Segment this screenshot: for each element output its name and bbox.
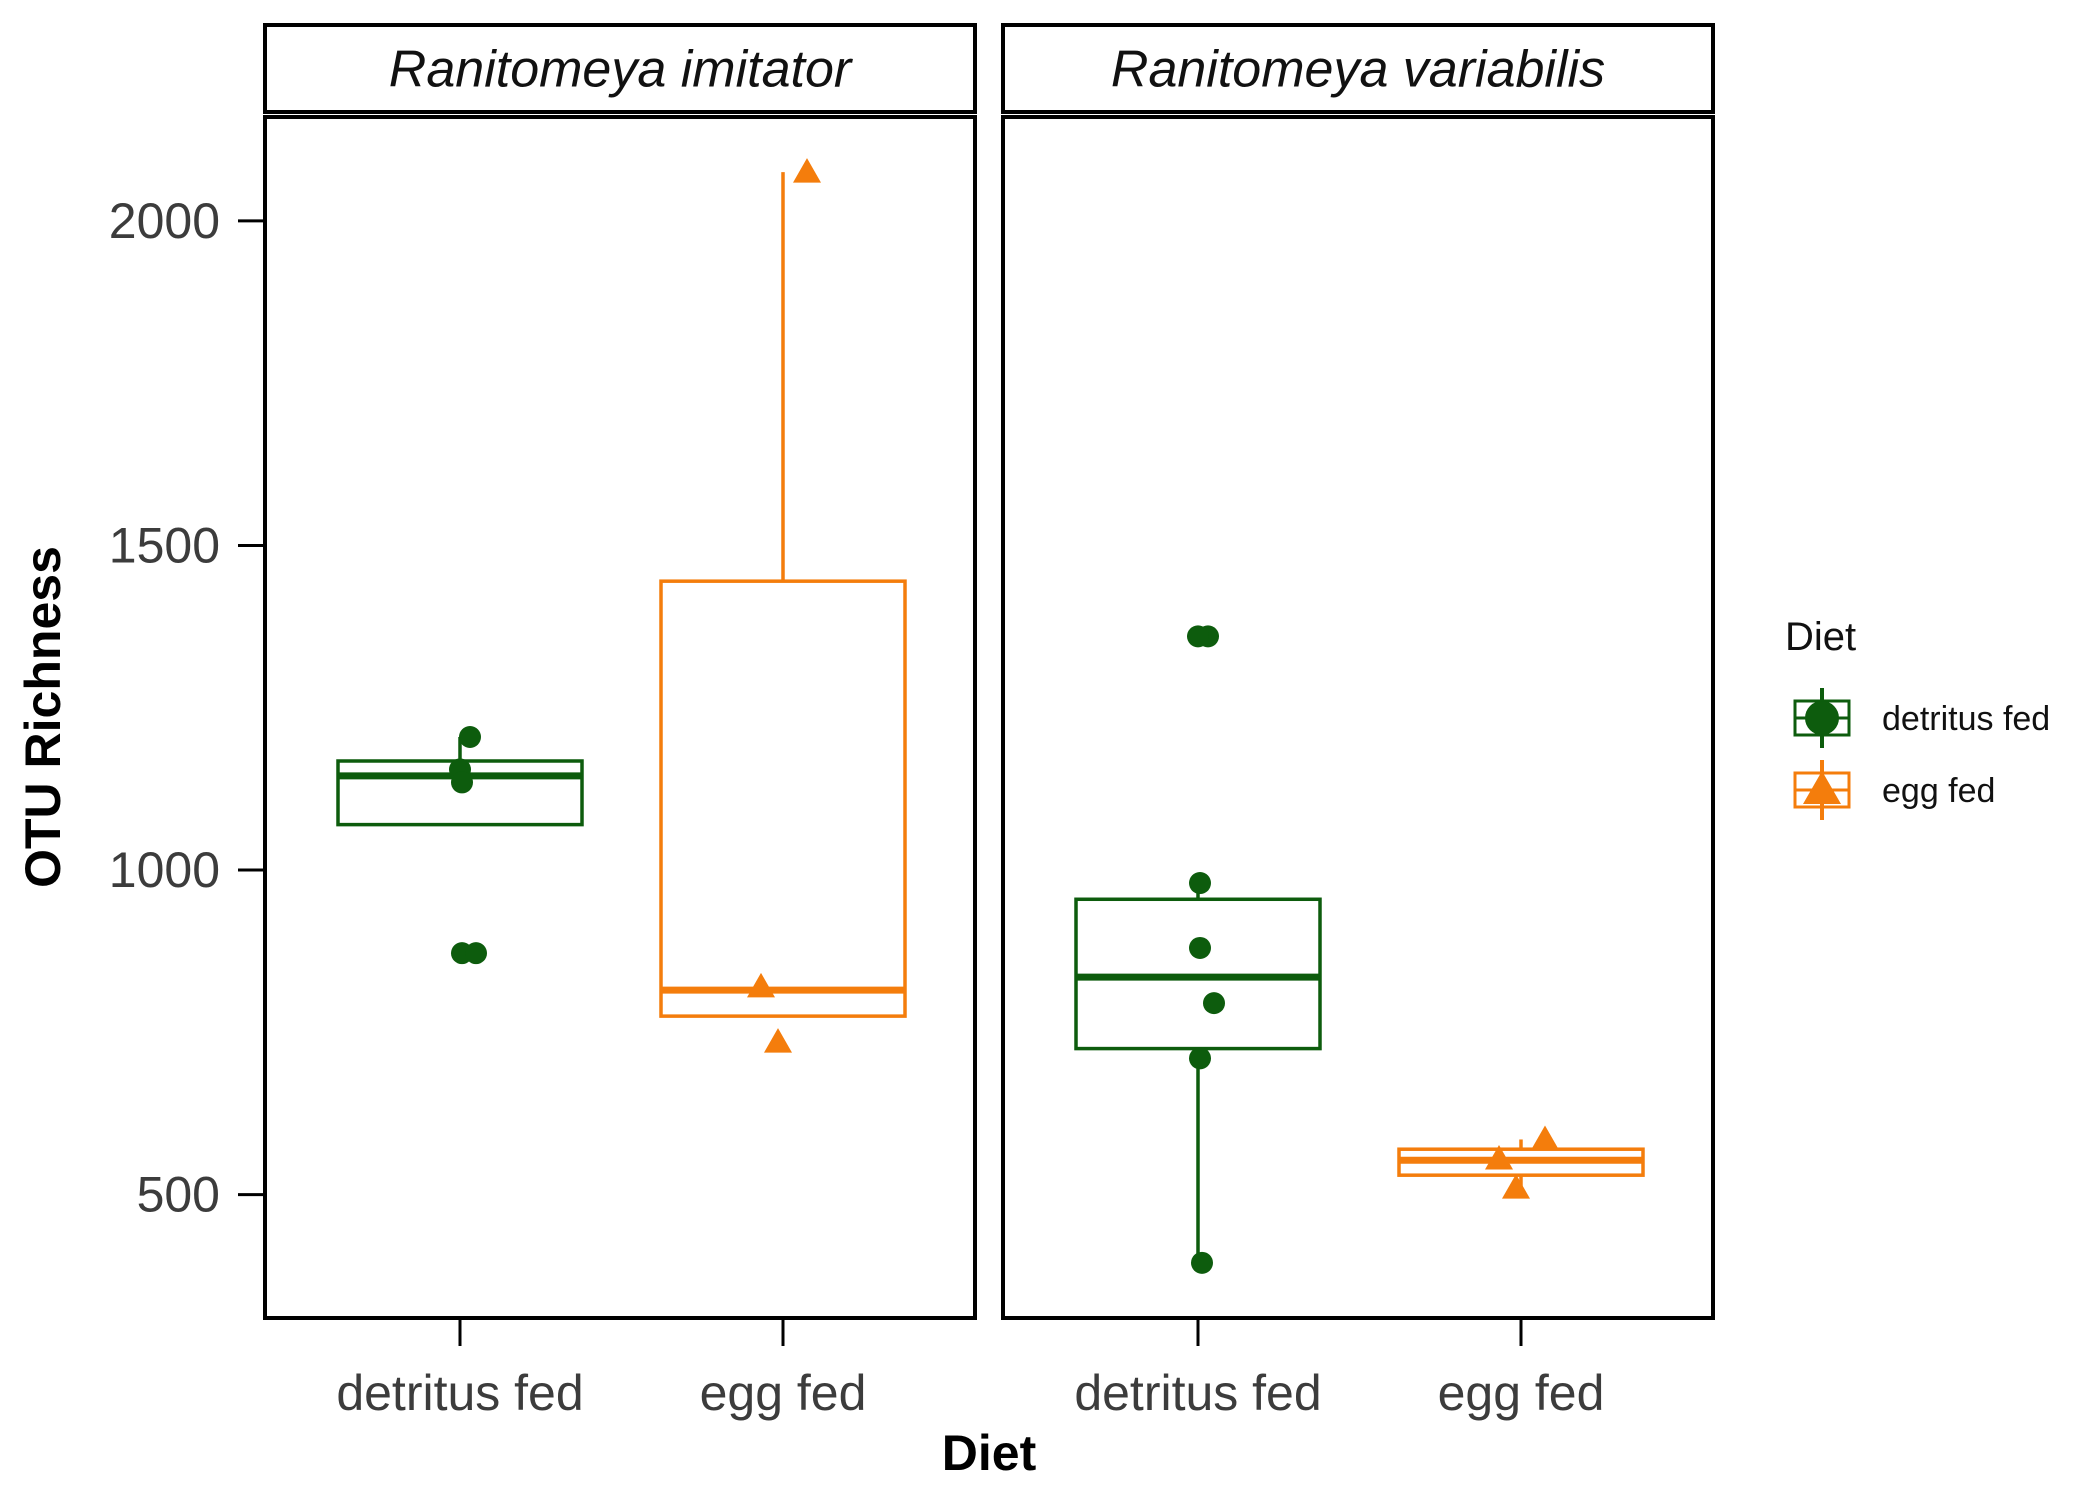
legend: Diet detritus fed egg fed	[1785, 615, 2050, 820]
y-tick-label: 1000	[109, 842, 220, 898]
legend-label: egg fed	[1882, 772, 1995, 810]
data-point	[1189, 872, 1211, 895]
legend-label: detritus fed	[1882, 700, 2050, 738]
data-point	[1531, 1125, 1559, 1150]
y-tick-label: 500	[137, 1167, 220, 1223]
x-tick-label: detritus fed	[1074, 1365, 1321, 1421]
data-point	[1203, 992, 1225, 1015]
panel-border	[1001, 115, 1715, 1320]
x-tick-label: egg fed	[1438, 1365, 1605, 1421]
data-point	[1187, 625, 1209, 648]
legend-key-triangle	[1803, 771, 1841, 804]
legend-key-circle	[1805, 701, 1839, 735]
legend-item-detritus-fed: detritus fed	[1793, 688, 2050, 748]
group-detritus-fed	[1074, 625, 1322, 1274]
y-axis: 500 1000 1500 2000	[109, 193, 265, 1223]
legend-title: Diet	[1785, 615, 1856, 659]
data-point	[747, 972, 775, 998]
panel-border	[263, 115, 977, 1320]
data-point	[451, 771, 473, 794]
data-point	[459, 725, 481, 748]
facet-strip	[263, 23, 977, 114]
data-point	[465, 942, 487, 965]
data-point	[1189, 936, 1211, 959]
facet-strip-label: Ranitomeya imitator	[389, 41, 854, 99]
group-egg-fed	[1397, 1125, 1645, 1199]
data-point	[1189, 1047, 1211, 1070]
group-detritus-fed	[336, 725, 584, 965]
y-tick-label: 2000	[109, 193, 220, 249]
x-tick-label: detritus fed	[336, 1365, 583, 1421]
data-point	[793, 158, 821, 183]
legend-item-egg-fed: egg fed	[1793, 760, 1995, 820]
box	[659, 579, 907, 1018]
x-tick-label: egg fed	[700, 1365, 867, 1421]
y-tick-label: 1500	[109, 517, 220, 573]
data-point	[1502, 1174, 1530, 1199]
facet-strip-label: Ranitomeya variabilis	[1111, 41, 1605, 99]
data-point	[764, 1028, 792, 1053]
facet-ranitomeya-imitator: Ranitomeya imitator detritus fed egg fed	[263, 23, 977, 1421]
data-point	[1485, 1144, 1513, 1170]
group-egg-fed	[659, 158, 907, 1053]
facet-strip	[1001, 23, 1715, 114]
x-axis-title: Diet	[942, 1425, 1037, 1481]
y-axis-title: OTU Richness	[15, 546, 71, 888]
data-point	[1191, 1251, 1213, 1274]
facet-ranitomeya-variabilis: Ranitomeya variabilis detritus fed egg fed	[1001, 23, 1715, 1421]
